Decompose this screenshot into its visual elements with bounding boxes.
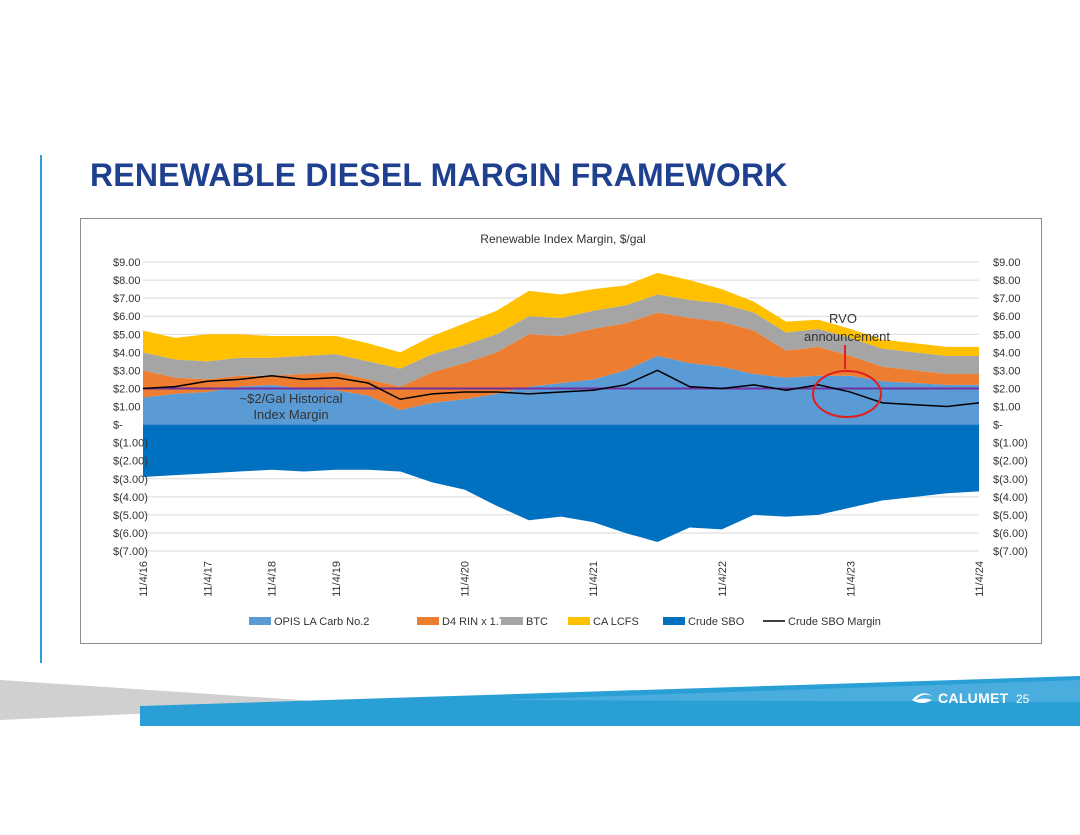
- page-number: 25: [1016, 692, 1030, 706]
- x-tick-label: 11/4/22: [717, 561, 729, 597]
- y-tick-label-left: $(7.00): [113, 546, 148, 558]
- y-tick-label-right: $(6.00): [993, 528, 1028, 540]
- y-tick-label-right: $(3.00): [993, 474, 1028, 486]
- historical-annotation-line2: Index Margin: [253, 407, 328, 422]
- chart-svg: Renewable Index Margin, $/gal $9.00 $8.00…: [113, 232, 1028, 628]
- legend-label: CA LCFS: [593, 616, 639, 628]
- y-tick-label-left: $5.00: [113, 329, 141, 341]
- logo-swoosh-icon: [912, 693, 932, 703]
- legend-swatch: [501, 617, 523, 625]
- x-tick-label: 11/4/19: [331, 561, 343, 597]
- legend-swatch: [249, 617, 271, 625]
- legend-label: D4 RIN x 1.7: [442, 616, 505, 628]
- y-tick-label-left: $(5.00): [113, 510, 148, 522]
- y-tick-label-right: $(7.00): [993, 546, 1028, 558]
- y-tick-label-left: $8.00: [113, 275, 141, 287]
- area-opis-la-carb-no-2: [143, 355, 979, 425]
- x-tick-label: 11/4/17: [202, 561, 214, 597]
- y-tick-label-left: $1.00: [113, 402, 141, 414]
- legend-swatch: [568, 617, 590, 625]
- y-tick-label-right: $5.00: [993, 329, 1021, 341]
- x-tick-label: 11/4/23: [845, 561, 857, 597]
- area-d4-rin-x-1-7: [143, 312, 979, 411]
- crude-sbo-margin-line: [142, 369, 980, 408]
- chart-frame: Renewable Index Margin, $/gal $9.00 $8.00…: [80, 218, 1042, 644]
- area-ca-lcfs: [143, 272, 979, 369]
- y-axis-left: $9.00 $8.00 $7.00 $6.00 $5.00 $4.00 $3.00 $2.00…: [113, 257, 148, 558]
- rvo-annotation-line1: RVO: [829, 311, 857, 326]
- y-tick-label-left: $3.00: [113, 365, 141, 377]
- y-tick-label-left: $(1.00): [113, 438, 148, 450]
- line-layer: [142, 369, 980, 408]
- y-tick-label-left: $9.00: [113, 257, 141, 269]
- y-tick-label-right: $(5.00): [993, 510, 1028, 522]
- y-tick-label-right: $8.00: [993, 275, 1021, 287]
- page-title: RENEWABLE DIESEL MARGIN FRAMEWORK: [90, 157, 788, 193]
- y-tick-label-right: $7.00: [993, 293, 1021, 305]
- rvo-annotation-line2: announcement: [804, 329, 890, 344]
- x-tick-label: 11/4/21: [588, 561, 600, 597]
- y-tick-label-right: $1.00: [993, 402, 1021, 414]
- y-tick-label-right: $(1.00): [993, 438, 1028, 450]
- y-tick-label-left: $(3.00): [113, 474, 148, 486]
- legend-label: Crude SBO Margin: [788, 616, 881, 628]
- x-axis: 11/4/16 11/4/17 11/4/18 11/4/19 11/4/20 11/4/…: [138, 561, 986, 597]
- y-tick-label-right: $6.00: [993, 311, 1021, 323]
- legend-swatch: [663, 617, 685, 625]
- area-layer: [143, 272, 979, 542]
- x-tick-label: 11/4/24: [974, 561, 986, 597]
- y-tick-label-left: $7.00: [113, 293, 141, 305]
- rvo-circle: [812, 370, 882, 418]
- y-tick-label-right: $-: [993, 420, 1003, 432]
- legend-label: BTC: [526, 616, 548, 628]
- y-tick-label-right: $3.00: [993, 365, 1021, 377]
- y-tick-label-right: $9.00: [993, 257, 1021, 269]
- legend: OPIS LA Carb No.2 D4 RIN x 1.7 BTC CA LCFS C…: [249, 616, 881, 628]
- chart-title: Renewable Index Margin, $/gal: [480, 232, 645, 246]
- y-tick-label-left: $6.00: [113, 311, 141, 323]
- y-tick-label-right: $(2.00): [993, 456, 1028, 468]
- x-tick-label: 11/4/18: [267, 561, 279, 597]
- annotation-layer: ~$2/Gal Historical Index Margin RVO anno…: [240, 311, 891, 422]
- y-tick-label-left: $4.00: [113, 347, 141, 359]
- y-tick-label-left: $(6.00): [113, 528, 148, 540]
- y-tick-label-right: $2.00: [993, 383, 1021, 395]
- y-axis-right: $9.00 $8.00 $7.00 $6.00 $5.00 $4.00 $3.00 $2.00…: [993, 257, 1028, 558]
- legend-label: Crude SBO: [688, 616, 745, 628]
- y-tick-label-right: $4.00: [993, 347, 1021, 359]
- x-tick-label: 11/4/16: [138, 561, 150, 597]
- logo-text: CALUMET: [938, 690, 1009, 706]
- legend-label: OPIS LA Carb No.2: [274, 616, 369, 628]
- y-tick-label-left: $2.00: [113, 383, 141, 395]
- y-tick-label-left: $(4.00): [113, 492, 148, 504]
- legend-swatch: [417, 617, 439, 625]
- footer-band: [0, 676, 1080, 726]
- y-tick-label-right: $(4.00): [993, 492, 1028, 504]
- area-crude-sbo: [143, 424, 979, 542]
- area-btc: [143, 294, 979, 387]
- y-tick-label-left: $(2.00): [113, 456, 148, 468]
- y-tick-label-left: $-: [113, 420, 123, 432]
- historical-annotation-line1: ~$2/Gal Historical: [240, 391, 343, 406]
- calumet-logo: CALUMET: [910, 690, 1009, 706]
- accent-bar: [40, 155, 42, 663]
- x-tick-label: 11/4/20: [460, 561, 472, 597]
